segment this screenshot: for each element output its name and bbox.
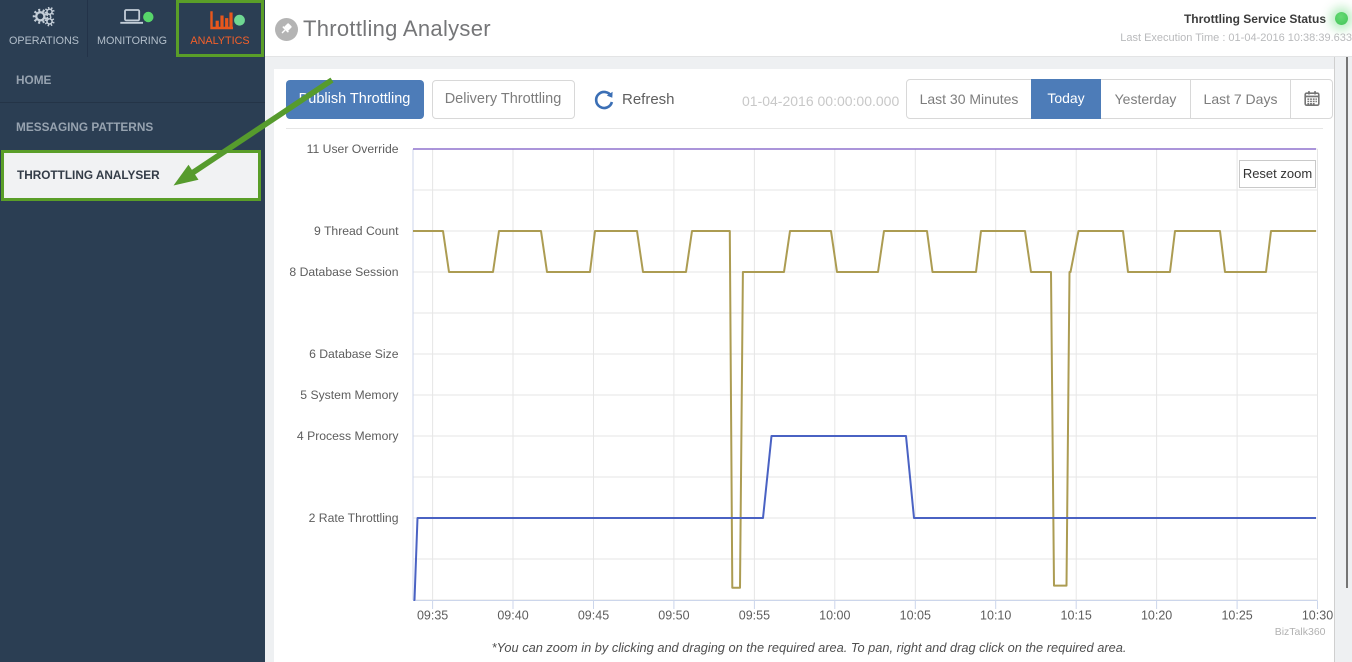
svg-text:09:45: 09:45 <box>578 609 609 623</box>
svg-text:09:35: 09:35 <box>417 609 448 623</box>
svg-text:10:15: 10:15 <box>1061 609 1092 623</box>
svg-text:10:00: 10:00 <box>819 609 850 623</box>
svg-text:10:30: 10:30 <box>1302 609 1333 623</box>
svg-text:10:10: 10:10 <box>980 609 1011 623</box>
svg-text:11 User Override: 11 User Override <box>307 142 399 156</box>
svg-text:8 Database Session: 8 Database Session <box>289 265 398 279</box>
svg-text:10:20: 10:20 <box>1141 609 1172 623</box>
svg-text:4 Process Memory: 4 Process Memory <box>297 429 399 443</box>
svg-text:2 Rate Throttling: 2 Rate Throttling <box>309 511 399 525</box>
svg-text:5 System Memory: 5 System Memory <box>300 388 399 402</box>
svg-text:10:05: 10:05 <box>900 609 931 623</box>
svg-text:9 Thread Count: 9 Thread Count <box>314 224 399 238</box>
svg-text:09:50: 09:50 <box>658 609 689 623</box>
svg-text:09:40: 09:40 <box>497 609 528 623</box>
svg-text:6 Database Size: 6 Database Size <box>309 347 399 361</box>
svg-text:09:55: 09:55 <box>739 609 770 623</box>
svg-text:BizTalk360: BizTalk360 <box>1275 626 1326 638</box>
svg-text:10:25: 10:25 <box>1221 609 1252 623</box>
